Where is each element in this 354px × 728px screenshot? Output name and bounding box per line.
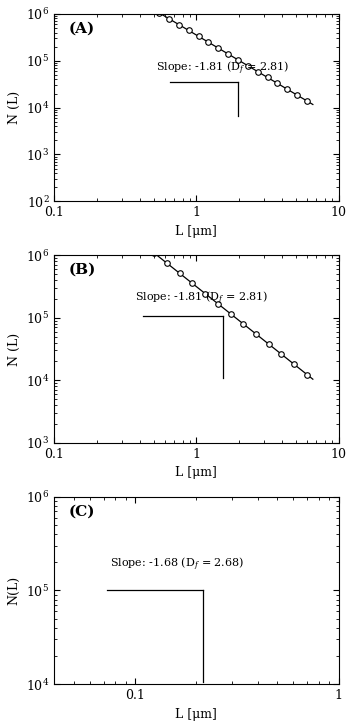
Text: (B): (B) — [68, 263, 96, 277]
X-axis label: L [μm]: L [μm] — [176, 225, 217, 237]
X-axis label: L [μm]: L [μm] — [176, 708, 217, 721]
Text: (C): (C) — [68, 505, 95, 518]
Y-axis label: N(L): N(L) — [7, 576, 21, 605]
X-axis label: L [μm]: L [μm] — [176, 466, 217, 479]
Text: Slope: -1.68 (D$_f$ = 2.68): Slope: -1.68 (D$_f$ = 2.68) — [110, 555, 244, 573]
Text: (A): (A) — [68, 21, 95, 36]
Text: Slope: -1.81 (D$_f$ = 2.81): Slope: -1.81 (D$_f$ = 2.81) — [135, 290, 268, 306]
Y-axis label: N (L): N (L) — [7, 333, 21, 365]
Y-axis label: N (L): N (L) — [7, 91, 21, 124]
Text: Slope: -1.81 (D$_f$ = 2.81): Slope: -1.81 (D$_f$ = 2.81) — [156, 60, 290, 77]
